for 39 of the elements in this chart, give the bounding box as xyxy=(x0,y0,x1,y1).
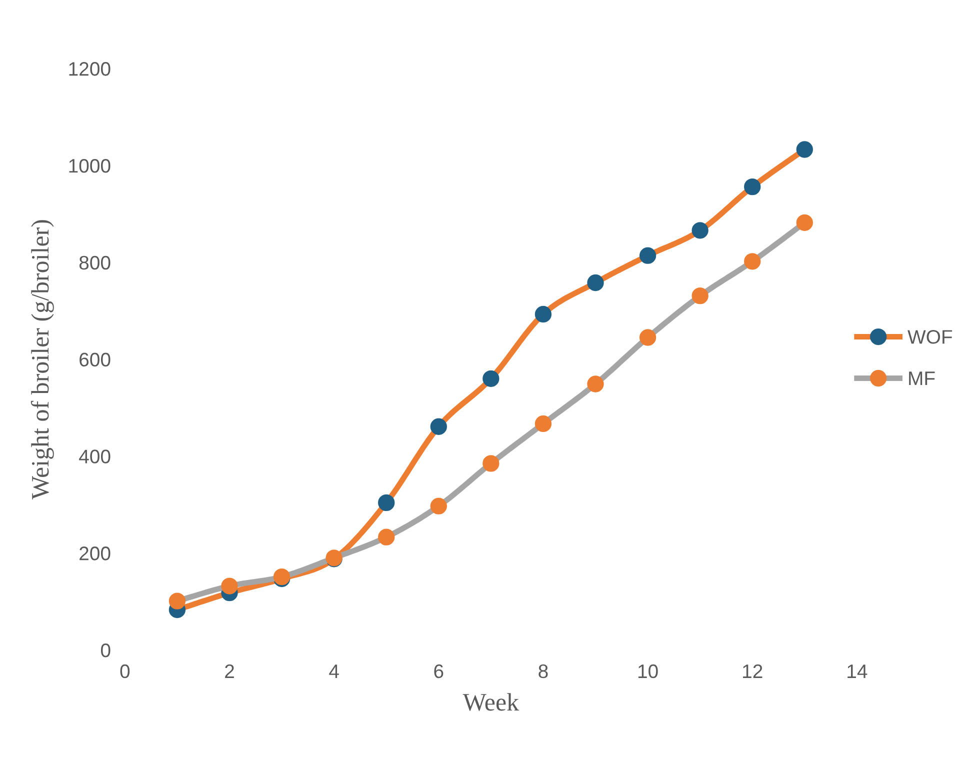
y-tick-label: 0 xyxy=(100,643,110,658)
x-tick-label: 4 xyxy=(329,664,339,678)
point xyxy=(378,528,395,546)
y-tick-label: 1000 xyxy=(69,158,110,173)
point xyxy=(639,247,656,264)
x-tick-label: 2 xyxy=(225,664,234,678)
y-tick-label: 1200 xyxy=(69,62,110,76)
point xyxy=(534,306,552,323)
point xyxy=(796,214,813,231)
x-tick-label: 8 xyxy=(538,664,548,678)
point xyxy=(430,418,447,435)
point xyxy=(744,178,761,196)
y-axis-title: Weight of broiler (g/broiler) xyxy=(30,220,54,500)
y-tick-label: 400 xyxy=(79,450,110,464)
legend-label: WOF xyxy=(908,330,952,344)
legend-label: MF xyxy=(909,372,935,386)
x-tick-label: 14 xyxy=(848,664,868,678)
point xyxy=(587,376,604,392)
y-tick-label: 200 xyxy=(80,546,110,560)
point xyxy=(430,498,447,514)
point xyxy=(744,253,761,270)
point xyxy=(692,287,708,304)
point xyxy=(796,141,813,158)
y-tick-label: 600 xyxy=(80,352,110,367)
x-tick-label: 10 xyxy=(638,664,658,678)
x-tick-label: 12 xyxy=(743,664,762,678)
point xyxy=(692,222,708,239)
point xyxy=(534,415,552,432)
point xyxy=(587,274,604,292)
point xyxy=(221,578,238,594)
point xyxy=(378,494,395,512)
y-tick-label: 800 xyxy=(79,256,110,270)
x-tick-label: 6 xyxy=(434,664,444,678)
point xyxy=(482,370,500,387)
x-tick-label: 0 xyxy=(120,664,130,678)
point xyxy=(482,455,500,472)
x-axis-title: Week xyxy=(462,693,520,711)
point xyxy=(639,329,656,346)
point xyxy=(168,592,186,610)
